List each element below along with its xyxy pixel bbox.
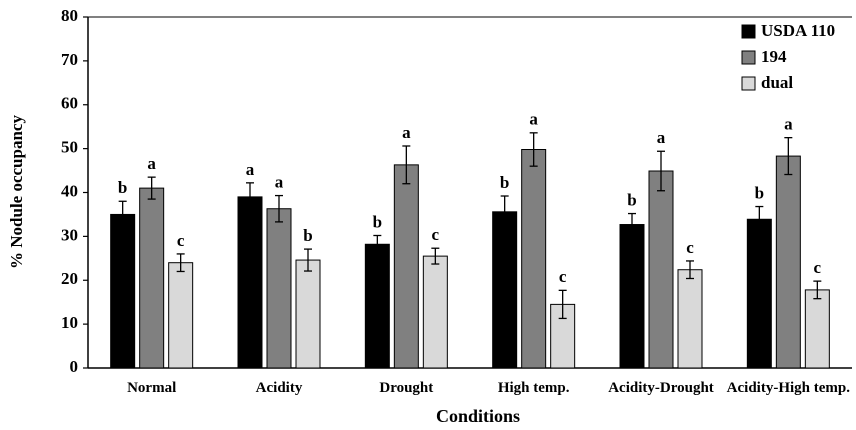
bar [110,213,136,369]
bar [295,259,321,369]
bar [677,269,703,369]
bar [364,243,390,369]
bar [139,187,165,369]
y-tick-label: 80 [61,6,78,25]
bar [619,224,645,369]
significance-letter: c [814,258,822,277]
legend-swatch [741,50,756,65]
y-tick-label: 40 [61,181,78,200]
bar [422,255,448,369]
significance-letter: c [432,225,440,244]
significance-letter: b [118,178,127,197]
x-axis-title: Conditions [436,406,520,426]
x-tick-label: Normal [127,380,177,396]
significance-letter: b [373,212,382,231]
y-tick-label: 30 [61,225,78,244]
bar [746,218,772,369]
bar [648,170,674,369]
y-tick-label: 60 [61,94,78,113]
significance-letter: a [246,160,255,179]
significance-letter: c [559,267,567,286]
y-tick-label: 20 [61,269,78,288]
significance-letter: b [500,173,509,192]
significance-letter: a [402,123,411,142]
bar [775,155,801,369]
bar [237,196,263,369]
y-tick-label: 0 [70,357,79,376]
bar [168,262,194,369]
y-tick-label: 70 [61,50,78,69]
bar [393,164,419,369]
significance-letter: a [657,128,666,147]
significance-letter: b [627,190,636,209]
x-tick-label: Drought [379,380,434,396]
y-tick-label: 10 [61,313,78,332]
y-tick-label: 50 [61,138,78,157]
bar [804,289,830,369]
bar [521,149,547,369]
bar [492,211,518,369]
x-tick-label: Acidity-Drought [608,380,714,396]
significance-letter: a [529,110,538,129]
bar [266,208,292,369]
legend-swatch [741,24,756,39]
significance-letter: a [784,115,793,134]
significance-letter: a [147,154,156,173]
significance-letter: a [275,172,284,191]
x-tick-label: High temp. [497,380,570,396]
significance-letter: c [177,231,185,250]
significance-letter: c [686,238,694,257]
y-axis-title: % Nodule occupancy [7,115,26,269]
legend-label: 194 [761,47,787,66]
legend-label: dual [761,73,793,92]
significance-letter: b [755,183,764,202]
significance-letter: b [303,226,312,245]
x-tick-label: Acidity [255,380,303,396]
x-tick-label: Acidity-High temp. [726,380,850,396]
legend-label: USDA 110 [761,21,835,40]
legend-swatch [741,76,756,91]
